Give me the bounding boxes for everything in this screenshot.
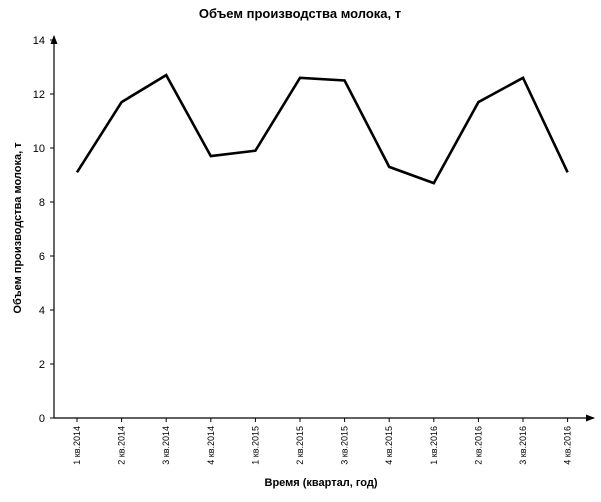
x-ticks: 1 кв.2014 2 кв.2014 3 кв.2014 4 кв.2014 1 кв…	[72, 418, 573, 465]
x-tick-label: 2 кв.2015	[295, 426, 305, 465]
x-tick-label: 1 кв.2016	[429, 426, 439, 465]
x-tick-label: 3 кв.2014	[161, 426, 171, 465]
y-tick-label: 12	[33, 89, 45, 101]
series-line	[75, 73, 569, 185]
y-tick-label: 6	[39, 251, 45, 263]
y-ticks: 0 2 4 6 8 10 12 14	[33, 35, 54, 425]
x-tick-label: 2 кв.2016	[473, 426, 483, 465]
x-tick-label: 1 кв.2014	[72, 426, 82, 465]
x-axis-arrow	[586, 414, 595, 422]
axes	[50, 35, 595, 422]
y-axis-title: Объем производства молока, т	[12, 142, 24, 314]
series-layer	[75, 73, 569, 185]
y-tick-label: 8	[39, 197, 45, 209]
x-tick-label: 4 кв.2015	[384, 426, 394, 465]
x-tick-label: 2 кв.2014	[117, 426, 127, 465]
y-tick-label: 10	[33, 143, 45, 155]
y-tick-label: 2	[39, 359, 45, 371]
x-tick-label: 4 кв.2014	[206, 426, 216, 465]
y-tick-label: 0	[39, 413, 45, 425]
x-axis-title: Время (квартал, год)	[265, 477, 378, 489]
y-tick-label: 14	[33, 35, 45, 47]
x-tick-label: 1 кв.2015	[250, 426, 260, 465]
x-tick-label: 3 кв.2016	[518, 426, 528, 465]
x-tick-label: 3 кв.2015	[340, 426, 350, 465]
chart-title: Объем производства молока, т	[199, 6, 401, 21]
y-tick-label: 4	[39, 305, 45, 317]
x-tick-label: 4 кв.2016	[563, 426, 573, 465]
